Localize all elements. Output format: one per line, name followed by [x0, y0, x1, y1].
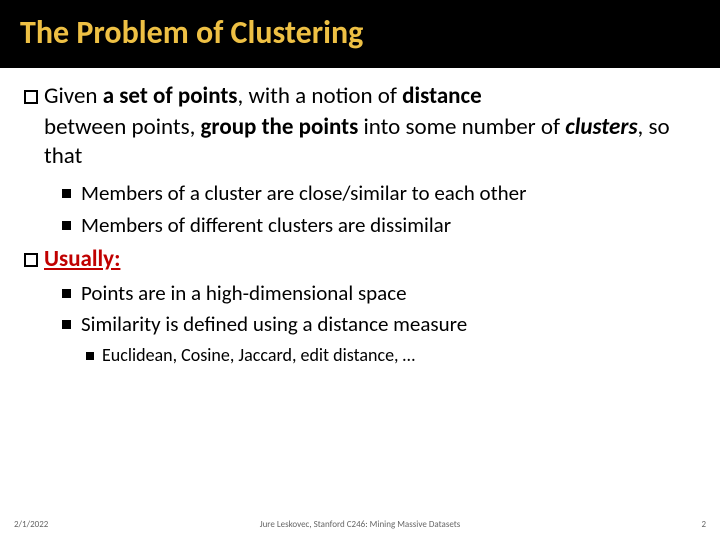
sub-sub-text-3: Euclidean, Cosine, Jaccard, edit distanc…	[102, 344, 415, 367]
bullet-main-1: Given a set of points, with a notion of …	[24, 82, 696, 111]
sub-text-1a: Members of a cluster are close/similar t…	[81, 180, 526, 207]
sub-bullet-1b: Members of different clusters are dissim…	[62, 212, 696, 239]
slide-content: Given a set of points, with a notion of …	[0, 68, 720, 368]
filled-square-icon	[86, 352, 94, 360]
sub-bullet-1a: Members of a cluster are close/similar t…	[62, 180, 696, 207]
main-text-1-cont: between points, group the points into so…	[44, 113, 696, 171]
footer-date: 2/1/2022	[14, 519, 48, 530]
text-bold: distance	[402, 82, 482, 110]
bullet-main-2: Usually:	[24, 245, 696, 274]
title-bar: The Problem of Clustering	[0, 0, 720, 68]
sub-bullet-2b: Similarity is defined using a distance m…	[62, 311, 696, 338]
main-text-1: Given a set of points, with a notion of …	[44, 82, 482, 111]
text-fragment: between points,	[44, 113, 201, 141]
sub-text-1b: Members of different clusters are dissim…	[81, 212, 451, 239]
text-fragment: into some number of	[358, 113, 565, 141]
text-bold: a set of points	[103, 82, 238, 110]
text-bold: group the points	[201, 113, 359, 141]
sub-sub-bullet-3: Euclidean, Cosine, Jaccard, edit distanc…	[86, 344, 696, 367]
sub-text-2b: Similarity is defined using a distance m…	[81, 311, 467, 338]
text-bolditalic: clusters	[565, 113, 637, 141]
main-text-2: Usually:	[44, 245, 120, 274]
filled-square-icon	[62, 289, 71, 298]
square-bullet-icon	[24, 253, 38, 267]
sub-text-2a: Points are in a high-dimensional space	[81, 280, 407, 307]
text-fragment: , with a notion of	[238, 82, 403, 110]
footer-attribution: Jure Leskovec, Stanford C246: Mining Mas…	[260, 519, 461, 530]
text-fragment: Given	[44, 82, 103, 110]
sub-bullet-2a: Points are in a high-dimensional space	[62, 280, 696, 307]
footer-page-number: 2	[701, 519, 706, 530]
slide-title: The Problem of Clustering	[20, 13, 363, 52]
square-bullet-icon	[24, 90, 38, 104]
filled-square-icon	[62, 189, 71, 198]
filled-square-icon	[62, 221, 71, 230]
usually-label: Usually:	[44, 245, 120, 273]
slide-footer: 2/1/2022 Jure Leskovec, Stanford C246: M…	[0, 519, 720, 530]
filled-square-icon	[62, 320, 71, 329]
